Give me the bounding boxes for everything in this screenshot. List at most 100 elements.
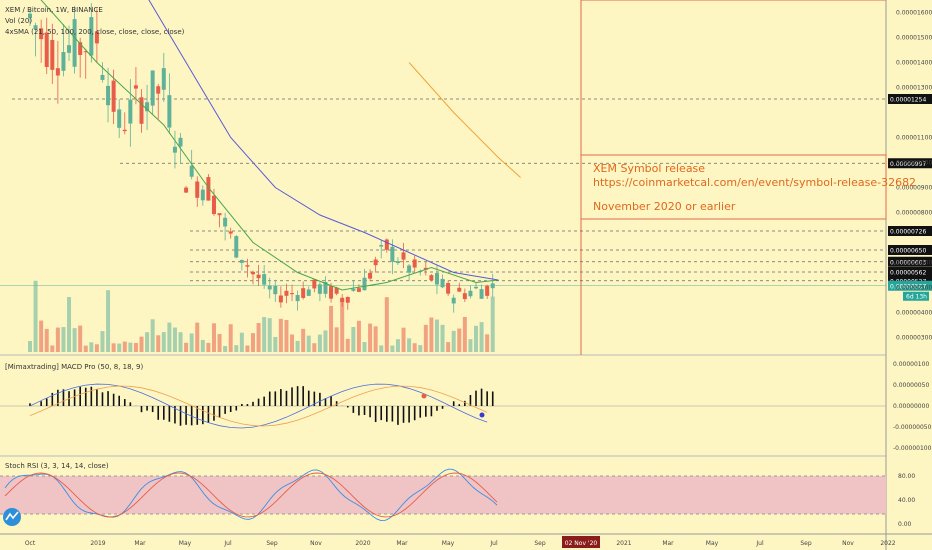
macd-histogram-bar	[107, 391, 109, 406]
stoch-axis[interactable]: 80.00 40.00 0.00	[898, 473, 915, 528]
macd-histogram-bar	[235, 406, 238, 411]
candle-body	[33, 25, 38, 30]
sma-lines	[40, 0, 521, 291]
macd-histogram-bar	[380, 406, 383, 421]
candle-body	[223, 217, 228, 227]
annotation-title: XEM Symbol release	[593, 162, 705, 175]
stoch-k-line	[4, 468, 498, 521]
candle-body	[172, 146, 177, 153]
stoch-legend[interactable]: Stoch RSI (3, 3, 14, 14, close)	[5, 462, 109, 470]
annotation-date: November 2020 or earlier	[593, 200, 736, 213]
candle-body	[44, 32, 49, 67]
symbol-title[interactable]: XEM / Bitcoin, 1W, BINANCE	[5, 6, 103, 14]
macd-histogram-bar	[346, 406, 349, 408]
time-tick-label: May	[179, 540, 192, 547]
volume-bar	[317, 334, 322, 352]
volume-bar	[245, 345, 250, 352]
candle-body	[474, 286, 478, 289]
level-tag	[888, 226, 932, 236]
volume-bar	[78, 325, 83, 352]
annotation-url[interactable]: https://coinmarketcal.com/en/event/symbo…	[593, 176, 916, 189]
macd-tick-label: -0.00000050	[893, 424, 932, 431]
candle-body	[150, 70, 155, 106]
time-tick-label: Sep	[534, 540, 546, 547]
candle-body	[368, 272, 373, 279]
macd-histogram-bar	[213, 406, 215, 421]
sma-line-1	[40, 0, 499, 291]
volume-bar	[44, 328, 49, 352]
countdown-label: 6d 13h	[906, 293, 927, 300]
volume-bar	[211, 323, 216, 352]
candle-body	[217, 213, 222, 216]
macd-histogram-bar	[246, 404, 249, 406]
macd-tick-label: 0.00000100	[893, 361, 929, 368]
volume-bar	[206, 342, 211, 352]
candle-body	[184, 187, 189, 193]
volume-bar	[67, 297, 72, 352]
macd-histogram-bar	[452, 401, 455, 406]
price-tick-label: 0.00000500	[896, 285, 932, 292]
volume-bar	[172, 327, 177, 352]
candlesticks	[28, 3, 495, 313]
volume-bar	[72, 328, 77, 352]
candle-body	[111, 80, 116, 112]
time-tick-label: 2019	[90, 540, 105, 547]
macd-axis[interactable]: 0.00000100 0.00000050 0.00000000 -0.0000005…	[893, 361, 932, 452]
volume-bar	[368, 323, 373, 352]
price-axis[interactable]: 0.00001600 0.00001500 0.00001400 0.00001300…	[896, 10, 932, 342]
stoch-tick-label: 40.00	[898, 497, 915, 504]
macd-histogram-bar	[257, 398, 260, 406]
macd-histogram-bar	[268, 391, 271, 406]
price-tick-label: 0.00000600	[896, 260, 932, 267]
time-axis[interactable]: Oct 2019 Mar May Jul Sep Nov 2020 Mar May Jul Sep No…	[25, 536, 896, 548]
countdown-tag	[903, 291, 929, 301]
volume-legend[interactable]: Vol (20)	[5, 17, 32, 25]
macd-legend[interactable]: [Mimaxtrading] MACD Pro (50, 8, 18, 9)	[5, 363, 143, 371]
macd-histogram-bar	[207, 406, 210, 423]
level-tag-label: 0.00000562	[890, 270, 926, 277]
stoch-tick-label: 80.00	[898, 473, 915, 480]
time-tick-label: Jul	[755, 540, 764, 547]
candle-body	[290, 293, 295, 295]
volume-bar	[195, 322, 200, 352]
price-tick-label: 0.00000900	[896, 185, 932, 192]
macd-histogram-bar	[101, 392, 104, 406]
volume-bar	[94, 344, 99, 352]
volume-bar	[407, 338, 412, 352]
time-tick-label: Sep	[800, 540, 812, 547]
candle-body	[390, 246, 395, 262]
time-tick-label: Sep	[266, 540, 278, 547]
candle-body	[267, 285, 272, 290]
macd-histogram-bar	[464, 400, 466, 406]
time-highlight-label: 02 Nov '20	[565, 540, 598, 547]
volume-bar	[61, 327, 66, 352]
volume-bar	[122, 341, 127, 352]
sma-legend[interactable]: 4xSMA (21, 50, 100, 200, close, close, c…	[5, 28, 185, 36]
level-tag-label: 0.00000603	[890, 259, 926, 266]
candle-body	[206, 177, 211, 201]
volume-bar	[345, 338, 350, 352]
volume-bar	[379, 345, 384, 352]
macd-histogram-bar	[57, 389, 59, 406]
candle-body	[239, 259, 244, 263]
macd-histogram-bar	[425, 406, 427, 417]
candle-body	[329, 286, 334, 299]
candle-body	[94, 31, 99, 44]
volume-bar	[239, 332, 244, 352]
volume-bar	[334, 327, 339, 352]
tradingview-logo-icon[interactable]	[3, 508, 21, 526]
candle-body	[178, 137, 183, 147]
volume-bar	[429, 317, 434, 352]
candle-body	[446, 283, 451, 294]
level-tag-label: 0.00000650	[890, 248, 926, 255]
macd-histogram-bar	[151, 406, 154, 413]
level-tag-label: 0.00001254	[890, 97, 926, 104]
volume-bar	[446, 342, 451, 352]
macd-signal-line	[29, 385, 488, 427]
volume-bar	[362, 341, 367, 352]
macd-histogram-bar	[413, 406, 416, 421]
volume-bar	[384, 297, 389, 352]
volume-bar	[278, 318, 283, 352]
